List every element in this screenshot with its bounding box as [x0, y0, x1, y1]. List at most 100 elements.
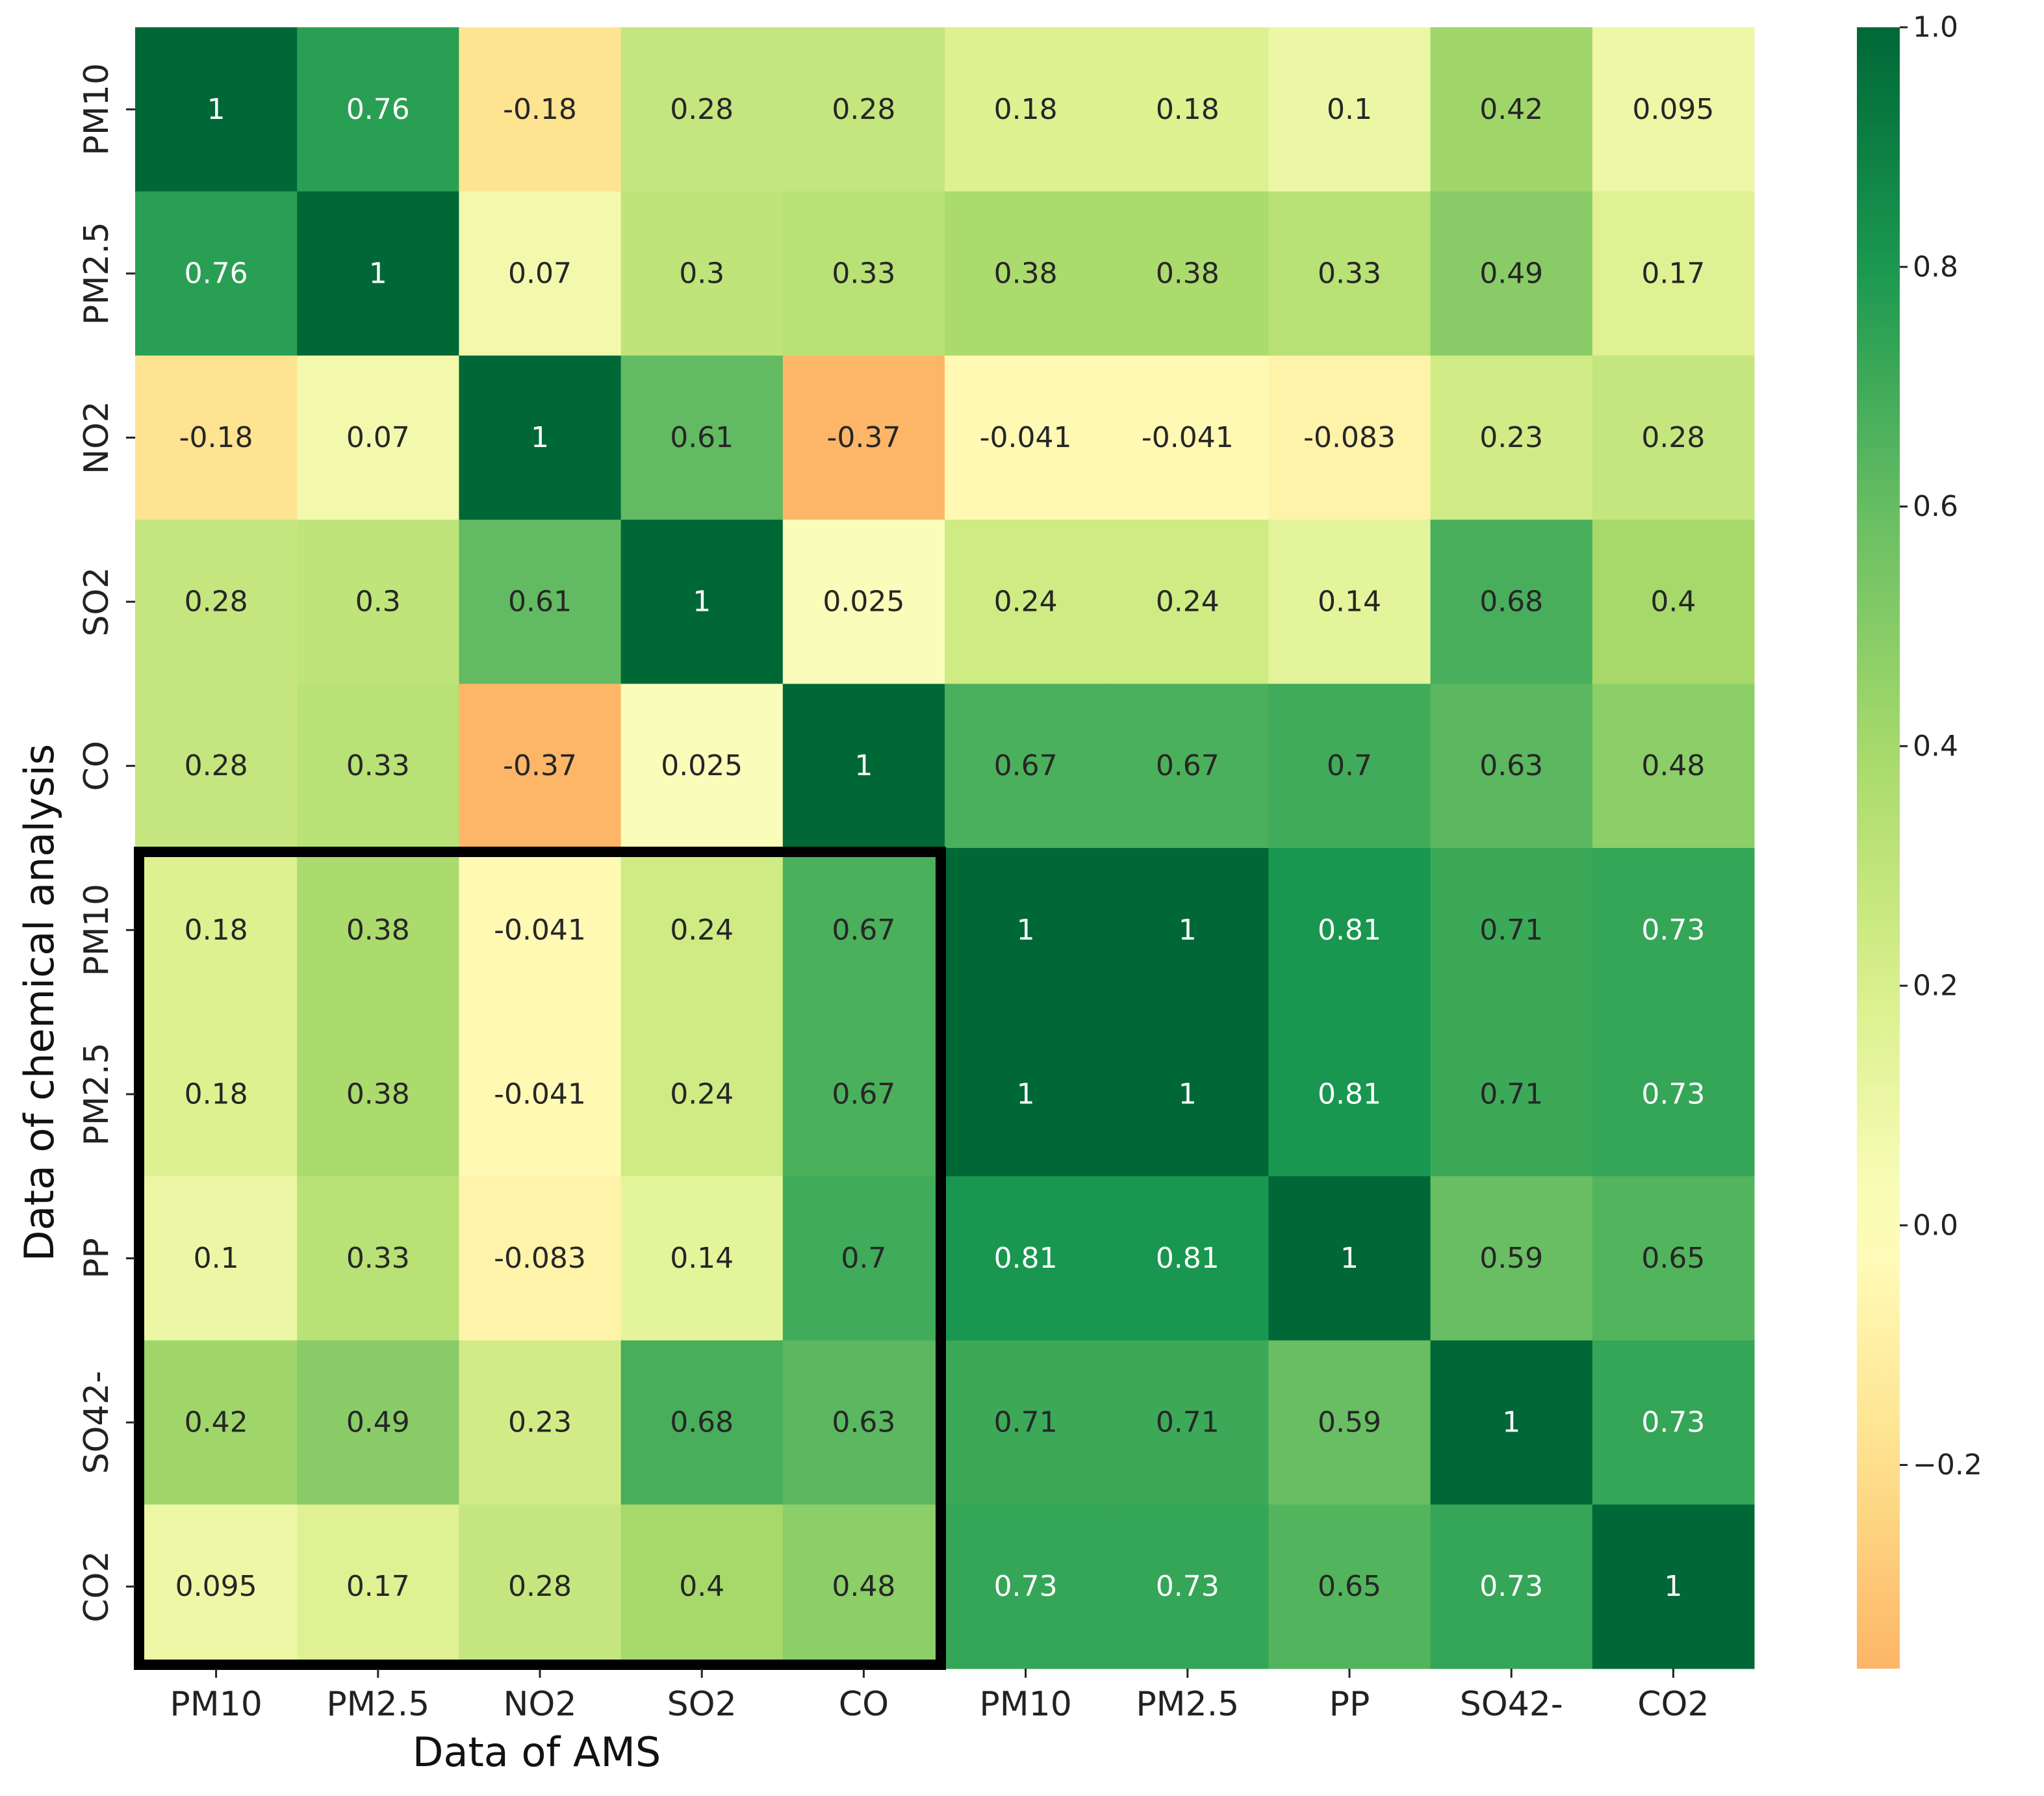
heatmap-cell: [297, 1340, 459, 1505]
x-tick-label: CO2: [1637, 1685, 1709, 1724]
heatmap-cell: [1592, 355, 1755, 520]
cell-value-label: 0.33: [346, 1242, 410, 1275]
cell-value-label: 1: [207, 93, 225, 126]
x-tick-label: PP: [1329, 1685, 1370, 1724]
cell-value-label: 0.67: [832, 1077, 895, 1110]
cell-value-label: 0.14: [1318, 585, 1381, 619]
cell-value-label: 0.07: [508, 257, 572, 290]
cell-value-label: 0.17: [1641, 257, 1705, 290]
cell-value-label: 0.18: [994, 93, 1058, 126]
heatmap-cell: [1592, 1340, 1755, 1505]
heatmap-cell: [135, 1176, 298, 1341]
heatmap-cell: [1106, 355, 1269, 520]
heatmap-cell: [1430, 191, 1593, 356]
heatmap-cell: [620, 684, 784, 849]
heatmap-cell: [945, 191, 1107, 356]
cell-value-label: -0.37: [503, 749, 577, 782]
heatmap-cell: [620, 27, 784, 192]
cell-value-label: 0.7: [841, 1242, 886, 1275]
y-axis-label: Data of chemical analysis: [16, 744, 63, 1261]
cell-value-label: 0.73: [1641, 1077, 1705, 1110]
heatmap-cell: [782, 1340, 945, 1505]
cell-value-label: 1: [1179, 1077, 1197, 1110]
cell-value-label: 0.23: [508, 1406, 572, 1439]
cell-value-label: 0.73: [1156, 1570, 1220, 1603]
y-tick-label: SO2: [77, 567, 116, 637]
cell-value-label: 0.81: [1156, 1242, 1220, 1275]
colorbar-tick-label: 0.0: [1913, 1209, 1958, 1242]
y-tick-label: PP: [77, 1238, 116, 1279]
cell-value-label: 0.67: [832, 914, 895, 947]
cell-value-label: 0.025: [823, 585, 904, 619]
cell-value-label: -0.041: [494, 914, 586, 947]
heatmap-cell: [135, 1504, 298, 1669]
cell-value-label: 0.68: [1479, 585, 1543, 619]
cell-value-label: 0.095: [1632, 93, 1714, 126]
heatmap-cell: [1430, 27, 1593, 192]
heatmap-cell: [782, 1176, 945, 1341]
heatmap-cell: [1268, 684, 1431, 849]
cell-value-label: 0.81: [994, 1242, 1058, 1275]
heatmap-cell: [945, 848, 1107, 1013]
colorbar-tick-label: 1.0: [1913, 11, 1958, 44]
highlight-box-group: [134, 847, 946, 1670]
heatmap-cell: [782, 519, 945, 684]
heatmap-cell: [620, 519, 784, 684]
x-tick-label: PM10: [170, 1685, 262, 1724]
heatmap-cell: [297, 1176, 459, 1341]
y-tick-label: PM2.5: [77, 1042, 116, 1146]
heatmap-cell: [1268, 1504, 1431, 1669]
cell-value-label: -0.041: [1142, 421, 1234, 454]
y-tick-label: CO2: [77, 1551, 116, 1623]
heatmap-cell: [1106, 848, 1269, 1013]
heatmap-cell: [1106, 1176, 1269, 1341]
heatmap-cell: [459, 1340, 622, 1505]
cell-value-label: 0.28: [1641, 421, 1705, 454]
cell-value-label: 0.38: [1156, 257, 1220, 290]
heatmap-cell: [459, 355, 622, 520]
cell-value-label: 0.42: [1479, 93, 1543, 126]
heatmap-cell: [945, 1340, 1107, 1505]
heatmap-cell: [135, 191, 298, 356]
heatmap-cell: [1430, 519, 1593, 684]
cell-value-label: 0.17: [346, 1570, 410, 1603]
heatmap-cell: [1106, 1012, 1269, 1177]
cell-value-label: 0.49: [1479, 257, 1543, 290]
cell-value-label: 0.67: [1156, 749, 1220, 782]
cell-value-label: 0.28: [670, 93, 734, 126]
heatmap-cell: [1592, 684, 1755, 849]
cell-value-label: 0.24: [1156, 585, 1220, 619]
colorbar-tick-label: −0.2: [1913, 1448, 1982, 1482]
cell-value-label: 0.4: [679, 1570, 724, 1603]
cell-value-label: 0.65: [1318, 1570, 1381, 1603]
heatmap-cell: [1268, 1012, 1431, 1177]
cell-value-label: 0.71: [1156, 1406, 1220, 1439]
heatmap-cell: [1430, 355, 1593, 520]
heatmap-cell: [135, 848, 298, 1013]
heatmap-cell: [297, 684, 459, 849]
cell-value-label: 0.71: [1479, 914, 1543, 947]
cell-value-label: -0.083: [1303, 421, 1396, 454]
heatmap-cell: [1430, 684, 1593, 849]
heatmap-cell: [1430, 848, 1593, 1013]
heatmap-cell: [1430, 1504, 1593, 1669]
cell-value-label: 0.38: [994, 257, 1058, 290]
heatmap-cell: [782, 1012, 945, 1177]
cell-value-label: 0.1: [194, 1242, 239, 1275]
heatmap-cell: [945, 1012, 1107, 1177]
cell-value-label: 0.49: [346, 1406, 410, 1439]
cell-value-label: 0.18: [185, 1077, 248, 1110]
cell-value-label: 1: [1340, 1242, 1359, 1275]
colorbar-tick-label: 0.8: [1913, 250, 1958, 283]
heatmap-cell: [135, 355, 298, 520]
y-axis: PM10 PM2.5 NO2 SO2 CO PM10 PM2.5 PP SO42- CO2: [77, 63, 135, 1623]
cell-value-label: 1: [369, 257, 387, 290]
cell-value-label: 0.095: [175, 1570, 257, 1603]
heatmap-cell: [1592, 1504, 1755, 1669]
heatmap-cell: [1592, 191, 1755, 356]
x-tick-label: CO: [839, 1685, 889, 1724]
cell-value-label: 0.65: [1641, 1242, 1705, 1275]
heatmap-cell: [945, 684, 1107, 849]
heatmap-cell: [1106, 1504, 1269, 1669]
